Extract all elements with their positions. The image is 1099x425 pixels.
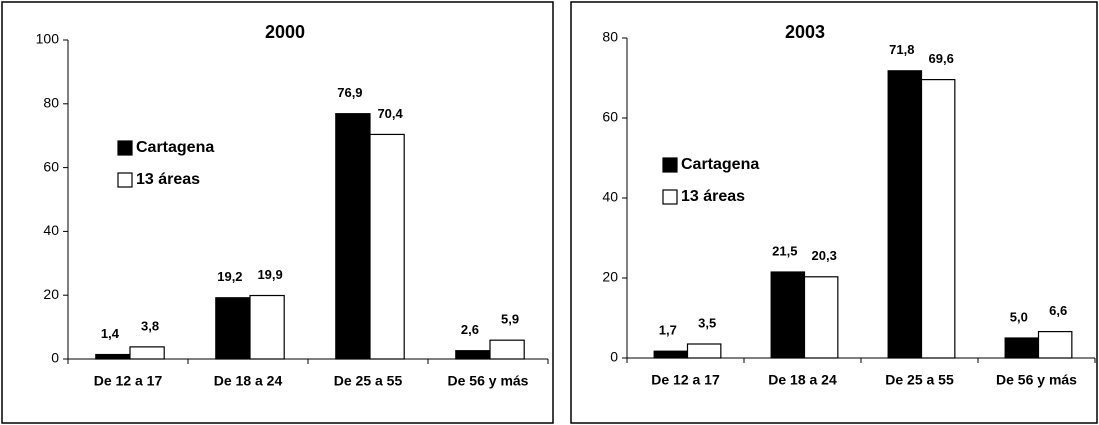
bar	[129, 346, 165, 360]
value-label: 76,9	[337, 85, 362, 100]
bar	[1037, 331, 1073, 359]
bar	[369, 133, 405, 360]
y-tick-label: 40	[43, 222, 59, 238]
bar	[249, 294, 285, 360]
chart-title: 2000	[265, 22, 305, 42]
value-label: 3,8	[141, 318, 159, 333]
legend-swatch	[117, 172, 133, 188]
legend-swatch	[662, 189, 678, 205]
bar	[920, 78, 956, 359]
bar	[335, 113, 371, 360]
y-tick-label: 40	[602, 189, 618, 205]
legend-label: 13 áreas	[136, 171, 200, 188]
value-label: 1,4	[101, 326, 120, 341]
value-label: 3,5	[698, 315, 716, 330]
x-tick-label: De 18 a 24	[768, 372, 837, 388]
x-tick-label: De 25 a 55	[334, 373, 403, 389]
bar	[686, 343, 722, 359]
bar	[770, 271, 806, 359]
y-tick-label: 0	[610, 349, 618, 365]
y-tick-label: 80	[43, 95, 59, 111]
bar	[803, 276, 839, 359]
x-tick-label: De 12 a 17	[651, 372, 720, 388]
legend-label: 13 áreas	[681, 188, 745, 205]
bar	[95, 353, 131, 360]
y-tick-label: 60	[43, 158, 59, 174]
legend-label: Cartagena	[136, 139, 214, 156]
value-label: 19,2	[217, 269, 242, 284]
legend-swatch	[117, 140, 133, 156]
x-tick-label: De 25 a 55	[885, 372, 954, 388]
bar	[653, 350, 689, 359]
legend-label: Cartagena	[681, 156, 759, 173]
value-label: 2,6	[461, 322, 479, 337]
y-tick-label: 20	[602, 269, 618, 285]
x-tick-label: De 56 y más	[448, 373, 529, 389]
panel-border	[1, 1, 554, 424]
bar	[489, 339, 525, 360]
value-label: 19,9	[257, 267, 282, 282]
y-tick-label: 0	[51, 350, 59, 366]
y-tick-label: 80	[602, 29, 618, 45]
value-label: 21,5	[772, 243, 797, 258]
x-tick-label: De 12 a 17	[94, 373, 163, 389]
x-tick-label: De 18 a 24	[214, 373, 283, 389]
value-label: 6,6	[1049, 303, 1067, 318]
bar	[1004, 337, 1040, 359]
value-label: 69,6	[929, 51, 954, 66]
value-label: 70,4	[377, 106, 403, 121]
value-label: 71,8	[889, 42, 914, 57]
bar	[455, 350, 491, 360]
x-tick-label: De 56 y más	[996, 372, 1077, 388]
y-tick-label: 100	[36, 31, 60, 47]
value-label: 5,9	[501, 312, 519, 327]
panel-border	[570, 1, 1098, 424]
value-label: 20,3	[812, 248, 837, 263]
chart-title: 2003	[785, 22, 825, 42]
y-tick-label: 20	[43, 286, 59, 302]
bar	[887, 70, 923, 359]
y-tick-label: 60	[602, 109, 618, 125]
value-label: 1,7	[659, 323, 677, 338]
value-label: 5,0	[1010, 309, 1028, 324]
bar	[215, 297, 251, 360]
legend-swatch	[662, 157, 678, 173]
